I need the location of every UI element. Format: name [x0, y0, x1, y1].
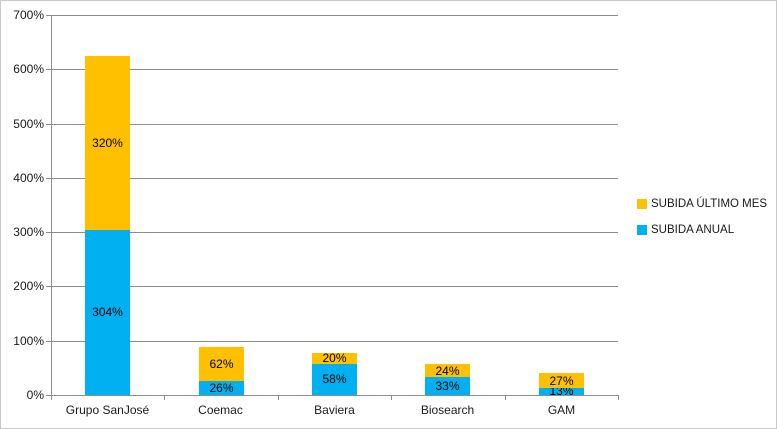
x-axis-line — [51, 395, 619, 396]
legend-item: SUBIDA ANUAL — [637, 220, 767, 240]
y-axis-tick — [46, 15, 51, 16]
y-axis-tick — [46, 395, 51, 396]
bar-segment-subida-ultimo-mes — [539, 373, 584, 388]
bar-segment-subida-ultimo-mes — [425, 364, 470, 377]
x-axis-tick — [164, 395, 165, 400]
x-axis-tick — [278, 395, 279, 400]
data-label: 24% — [435, 364, 460, 378]
bar-segment-subida-anual — [539, 388, 584, 395]
legend-swatch — [637, 199, 647, 209]
x-axis-category-label: Coemac — [198, 403, 243, 417]
x-axis-tick — [391, 395, 392, 400]
legend-item-label: SUBIDA ÚLTIMO MES — [651, 198, 768, 210]
data-label: 58% — [322, 372, 347, 386]
y-axis-tick-label: 100% — [13, 334, 44, 348]
y-axis-tick — [46, 178, 51, 179]
x-axis-tick — [51, 395, 52, 400]
y-axis-tick-label: 400% — [13, 171, 44, 185]
gridline — [51, 178, 618, 179]
y-axis-tick-label: 600% — [13, 62, 44, 76]
legend-item: SUBIDA ÚLTIMO MES — [637, 194, 767, 214]
legend-swatch — [637, 225, 647, 235]
y-axis-tick — [46, 232, 51, 233]
bar-segment-subida-ultimo-mes — [199, 347, 244, 381]
x-axis-tick — [618, 395, 619, 400]
data-label: 33% — [435, 379, 460, 393]
y-axis-tick-label: 0% — [26, 388, 44, 402]
gridline — [51, 341, 618, 342]
legend: SUBIDA ÚLTIMO MES SUBIDA ANUAL — [637, 194, 767, 246]
y-axis-tick-label: 200% — [13, 279, 44, 293]
y-axis-tick-label: 500% — [13, 117, 44, 131]
bar-segment-subida-anual — [312, 364, 357, 395]
x-axis-category-label: Biosearch — [420, 403, 475, 417]
x-axis-category-label: Grupo SanJosé — [65, 403, 150, 417]
bar-segment-subida-ultimo-mes — [85, 56, 130, 230]
x-axis-tick — [505, 395, 506, 400]
data-label: 320% — [92, 136, 123, 150]
y-axis-tick — [46, 286, 51, 287]
gridline — [51, 124, 618, 125]
bar-segment-subida-anual — [425, 377, 470, 395]
y-axis-tick — [46, 341, 51, 342]
legend-item-label: SUBIDA ANUAL — [651, 224, 735, 236]
gridline — [51, 15, 618, 16]
x-axis-category-label: Baviera — [314, 403, 355, 417]
data-label: 26% — [209, 381, 234, 395]
data-label: 62% — [209, 357, 234, 371]
y-axis-tick — [46, 69, 51, 70]
data-label: 304% — [92, 305, 123, 319]
bar-segment-subida-ultimo-mes — [312, 353, 357, 364]
gridline — [51, 232, 618, 233]
y-axis-tick-label: 300% — [13, 225, 44, 239]
gridline — [51, 69, 618, 70]
data-label: 27% — [549, 374, 574, 388]
y-axis-line — [51, 15, 52, 395]
y-axis-tick — [46, 124, 51, 125]
bar-segment-subida-anual — [199, 381, 244, 395]
y-axis-tick-label: 700% — [13, 8, 44, 22]
x-axis-category-label: GAM — [547, 403, 576, 417]
bar-segment-subida-anual — [85, 230, 130, 395]
gridline — [51, 286, 618, 287]
data-label: 20% — [322, 351, 347, 365]
